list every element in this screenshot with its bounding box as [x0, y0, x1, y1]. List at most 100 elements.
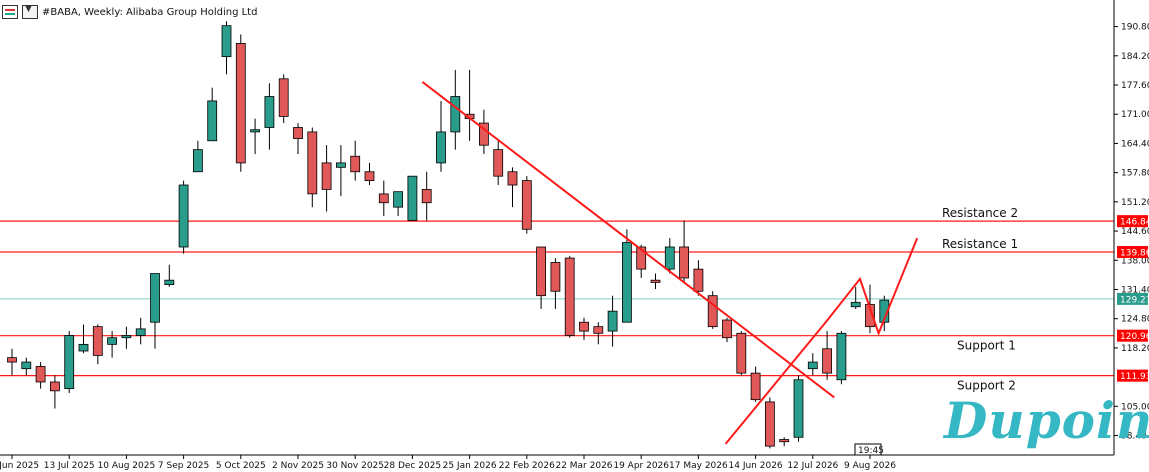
time-badge-bg: [854, 443, 882, 456]
candle-bear: [507, 171, 518, 186]
candle-bull: [150, 273, 160, 323]
level-label: Resistance 2: [942, 206, 1018, 220]
price-axis: 190.80 184.20 177.60 171.00 164.40 157.80 151.…: [1113, 0, 1149, 455]
candle-bull: [607, 310, 618, 332]
candles: [7, 21, 890, 449]
time-tick-label: 12 Jul 2026: [787, 461, 838, 471]
candle-bear: [679, 246, 689, 279]
price-tick-label: 124.80: [1121, 315, 1149, 325]
level-price-tag: 139.86: [1117, 246, 1149, 259]
price-tag-label: 111.93: [1120, 372, 1149, 382]
price-tags: 146.84 139.86 129.27 120.96 111.93: [1117, 215, 1149, 382]
candle-bear: [822, 348, 832, 374]
candle-bull: [121, 335, 132, 339]
trend-line: [421, 81, 835, 399]
time-tick-label: 14 Jun 2026: [729, 461, 783, 471]
time-tick-label: 5 Oct 2025: [216, 461, 266, 471]
candle-bull: [850, 301, 861, 308]
price-tick-label: 131.40: [1121, 285, 1149, 295]
time-tick-label: 13 Jul 2025: [44, 461, 95, 471]
price-tag-bg: [1117, 329, 1148, 342]
time-tick-label: 22 Mar 2026: [555, 461, 612, 471]
candle-bear: [579, 321, 589, 332]
candle-bull: [436, 131, 446, 164]
candle-bull: [622, 242, 632, 323]
time-tick-label: 2 Nov 2025: [272, 461, 324, 471]
chart-header: #BABA, Weekly: Alibaba Group Holding Ltd: [2, 4, 257, 20]
candle-bull: [879, 299, 890, 323]
candle-bull: [393, 191, 404, 208]
candle-bear: [7, 357, 17, 363]
candle-bull: [64, 335, 75, 390]
candle-bull: [192, 149, 203, 173]
candle-bear: [293, 127, 303, 139]
price-tick-label: 157.80: [1121, 169, 1149, 179]
time-tick-label: 10 Aug 2025: [98, 461, 156, 471]
candle-bull: [250, 129, 261, 133]
candle-bear: [378, 193, 389, 204]
level-labels: Resistance 2 Resistance 1 Support 1 Support…: [942, 206, 1018, 393]
level-price-tag: 146.84: [1117, 215, 1149, 228]
candle-bear: [736, 332, 747, 374]
price-tick-label: 151.20: [1121, 198, 1149, 208]
candle-bear: [421, 189, 432, 204]
candle-bear: [35, 366, 46, 383]
price-tag-label: 129.27: [1120, 295, 1149, 305]
chart-menu-icon[interactable]: [2, 5, 18, 19]
candle-bull: [264, 96, 275, 128]
symbol-dropdown-icon[interactable]: [22, 4, 38, 19]
level-price-tag: 111.93: [1117, 369, 1149, 382]
candle-bear: [693, 268, 704, 292]
candle-bull: [21, 361, 32, 370]
level-label: Support 1: [957, 339, 1016, 353]
candle-bear: [550, 262, 561, 292]
price-tick-label: 171.00: [1121, 110, 1149, 120]
level-label: Support 2: [957, 379, 1016, 393]
price-tick-label: 105.00: [1121, 402, 1149, 412]
candle-bear: [593, 326, 604, 334]
time-tick-label: 15 Jun 2025: [0, 461, 39, 471]
price-tick-label: 118.20: [1121, 344, 1149, 354]
price-tick-label: 184.20: [1121, 52, 1149, 62]
time-tick-label: 28 Dec 2025: [384, 461, 442, 471]
candle-bear: [278, 78, 289, 117]
time-tick-label: 22 Feb 2026: [499, 461, 555, 471]
candle-bear: [50, 381, 60, 392]
candle-bear: [493, 149, 504, 177]
candle-bear: [636, 246, 647, 270]
candle-bear: [235, 43, 246, 164]
time-tick-label: 19 Apr 2026: [613, 461, 669, 471]
candle-bear: [779, 439, 790, 443]
candle-bear: [765, 401, 775, 447]
level-price-tag: 120.96: [1117, 329, 1149, 342]
level-lines: [0, 220, 1114, 377]
candle-bull: [664, 246, 675, 270]
price-tick-label: 138.00: [1121, 256, 1149, 266]
projection-path: [724, 237, 919, 445]
time-tick-label: 17 May 2026: [669, 461, 728, 471]
time-tick-label: 25 Jan 2026: [443, 461, 497, 471]
candle-bear: [536, 246, 546, 297]
candle-bull: [178, 184, 189, 248]
candle-bear: [865, 304, 875, 328]
price-tag-bg: [1117, 369, 1148, 382]
candle-bear: [350, 155, 361, 173]
price-tick-label: 177.60: [1121, 81, 1149, 91]
candle-bull: [107, 337, 117, 345]
time-tick-label: 30 Nov 2025: [326, 461, 384, 471]
candle-bull: [450, 96, 461, 133]
candle-bear: [478, 122, 489, 146]
time-tick-label: 9 Aug 2026: [844, 461, 896, 471]
candle-bull: [221, 25, 232, 58]
candle-bear: [364, 171, 375, 182]
price-tag-bg: [1117, 215, 1148, 228]
candle-bull: [78, 343, 89, 352]
price-tick-label: 164.40: [1121, 139, 1149, 149]
price-tick-label: 98.40: [1121, 432, 1147, 442]
price-tag-label: 146.84: [1120, 218, 1149, 228]
candle-bull: [207, 100, 218, 142]
price-tag-label: 120.96: [1120, 332, 1149, 342]
candle-bear: [722, 319, 732, 339]
